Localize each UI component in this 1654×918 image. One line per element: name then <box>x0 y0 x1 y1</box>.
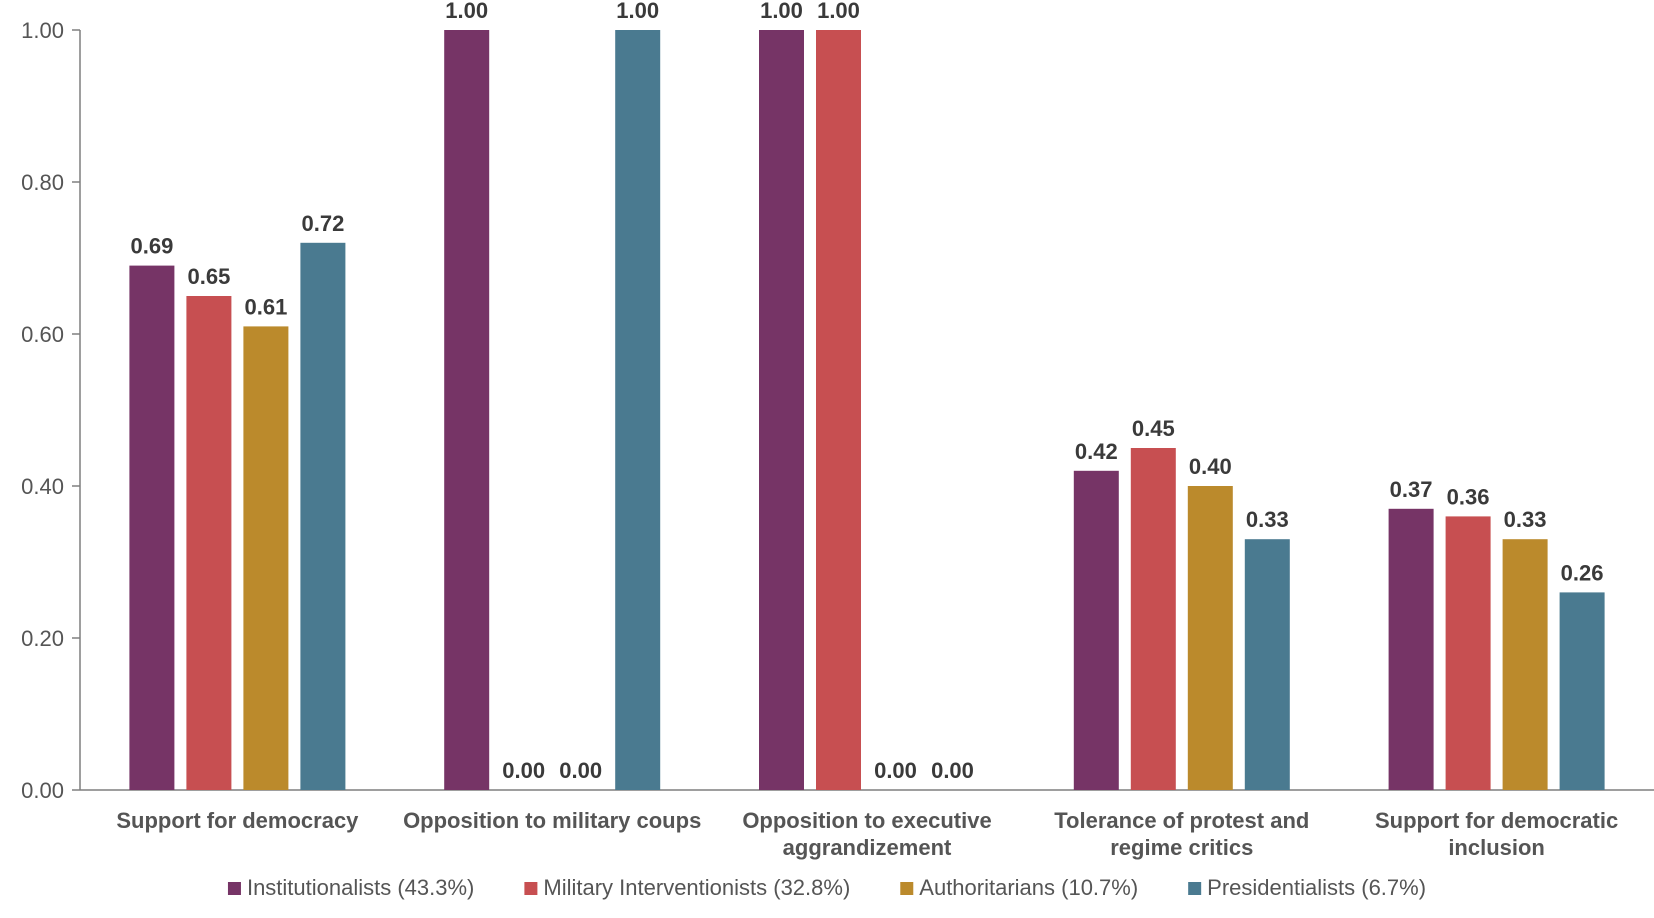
category-label: Opposition to executive <box>742 808 991 833</box>
bar-value-label: 0.00 <box>874 758 917 783</box>
bar <box>1130 448 1176 790</box>
bar-value-label: 0.36 <box>1447 484 1490 509</box>
bar-value-label: 0.69 <box>130 234 173 259</box>
legend-swatch <box>227 882 241 895</box>
bar <box>1073 470 1119 790</box>
data-labels: 0.69 0.65 0.61 0.72 1.00 0.00 0.00 1.00 1.00 1.00… <box>130 0 1603 783</box>
bar-value-label: 0.40 <box>1189 454 1232 479</box>
bar-value-label: 0.72 <box>301 211 344 236</box>
bar-value-label: 1.00 <box>817 0 860 23</box>
bar-value-label: 0.00 <box>502 758 545 783</box>
bar <box>1559 592 1605 790</box>
bar-value-label: 0.00 <box>559 758 602 783</box>
bar-value-label: 0.45 <box>1132 416 1175 441</box>
bar <box>186 296 232 790</box>
y-tick-label: 0.60 <box>21 322 64 347</box>
y-tick-label: 0.20 <box>21 626 64 651</box>
bar <box>300 242 346 791</box>
bar <box>1445 516 1491 790</box>
bar-value-label: 0.33 <box>1504 507 1547 532</box>
bar <box>129 265 175 791</box>
bar-value-label: 0.26 <box>1561 560 1604 585</box>
bar-value-label: 1.00 <box>445 0 488 23</box>
legend: Institutionalists (43.3%) Military Interv… <box>227 875 1426 900</box>
legend-label: Institutionalists (43.3%) <box>247 875 474 900</box>
category-label: Support for democracy <box>116 808 359 833</box>
legend-item: Presidentialists (6.7%) <box>1188 875 1426 900</box>
bar-value-label: 1.00 <box>616 0 659 23</box>
legend-swatch <box>900 882 914 895</box>
legend-item: Institutionalists (43.3%) <box>227 875 474 900</box>
legend-item: Authoritarians (10.7%) <box>900 875 1138 900</box>
bar <box>816 30 861 790</box>
legend-swatch <box>524 882 538 895</box>
legend-item: Military Interventionists (32.8%) <box>524 875 850 900</box>
bar-value-label: 0.61 <box>244 294 287 319</box>
bar-value-label: 0.65 <box>187 264 230 289</box>
bar <box>444 30 490 790</box>
bars <box>129 30 1605 791</box>
y-tick-label: 0.80 <box>21 170 64 195</box>
legend-label: Authoritarians (10.7%) <box>919 875 1138 900</box>
bar <box>1502 539 1548 790</box>
category-label: Tolerance of protest and <box>1054 808 1309 833</box>
bar <box>1244 539 1290 790</box>
bar <box>243 326 289 790</box>
legend-swatch <box>1188 882 1202 895</box>
bar-value-label: 0.42 <box>1075 439 1118 464</box>
bar-value-label: 0.37 <box>1390 477 1433 502</box>
category-label: Support for democratic <box>1375 808 1618 833</box>
bar-value-label: 1.00 <box>760 0 803 23</box>
bar <box>615 30 661 790</box>
bar-value-label: 0.00 <box>931 758 974 783</box>
bar <box>1187 486 1233 790</box>
category-label: Opposition to military coups <box>403 808 701 833</box>
legend-label: Military Interventionists (32.8%) <box>543 875 850 900</box>
bar <box>759 30 804 790</box>
category-label: aggrandizement <box>783 835 952 860</box>
legend-label: Presidentialists (6.7%) <box>1207 875 1426 900</box>
category-labels: Support for democracy Opposition to milit… <box>116 808 1618 860</box>
y-tick-label: 1.00 <box>21 18 64 43</box>
y-tick-label: 0.00 <box>21 778 64 803</box>
category-label: regime critics <box>1110 835 1253 860</box>
y-tick-label: 0.40 <box>21 474 64 499</box>
category-label: inclusion <box>1448 835 1545 860</box>
bar <box>1388 508 1434 790</box>
bar-value-label: 0.33 <box>1246 507 1289 532</box>
